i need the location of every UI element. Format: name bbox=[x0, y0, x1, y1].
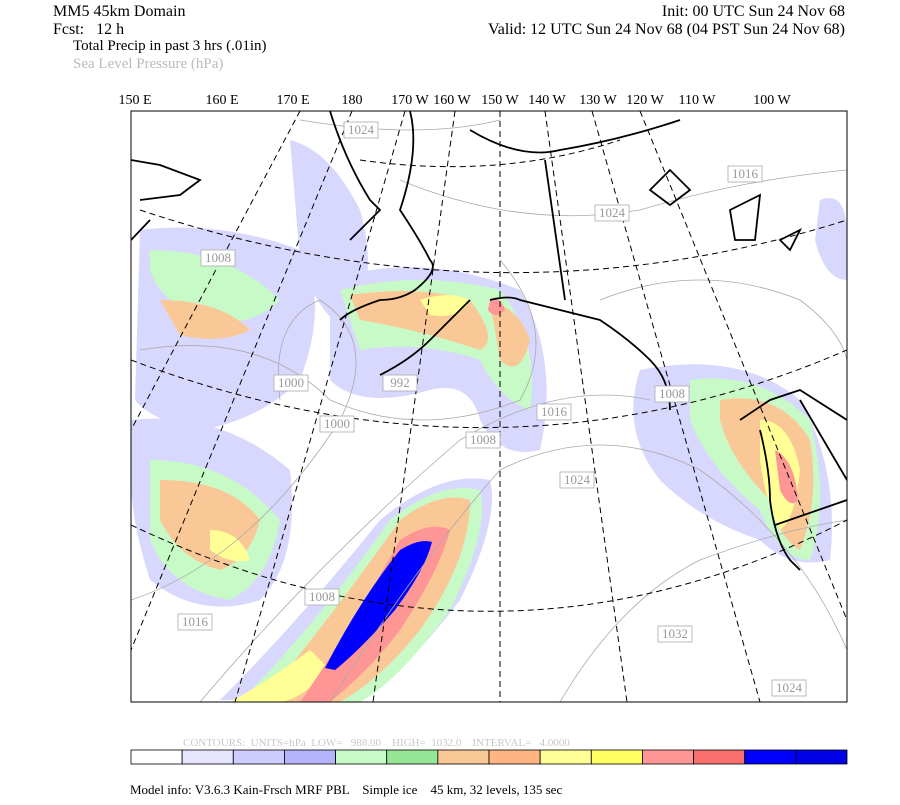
colorbar-swatch bbox=[488, 749, 541, 765]
contour-label: 1008 bbox=[205, 250, 231, 265]
contour-label: 1024 bbox=[564, 472, 591, 487]
contour-label-box bbox=[343, 121, 379, 139]
longitude-label: 100 W bbox=[753, 93, 791, 108]
contour-label: 1000 bbox=[324, 416, 350, 431]
contour-label: 1008 bbox=[309, 589, 335, 604]
longitude-label: 120 W bbox=[626, 93, 664, 108]
contour-label: 1016 bbox=[732, 166, 759, 181]
contour-label: 1024 bbox=[348, 122, 375, 137]
colorbar-swatch bbox=[590, 749, 643, 765]
field-label: Sea Level Pressure (hPa) bbox=[73, 56, 223, 72]
colorbar bbox=[130, 749, 848, 765]
footer: Model info: V3.6.3 Kain-Frsch MRF PBL Si… bbox=[130, 782, 562, 797]
colorbar-swatch bbox=[284, 749, 336, 765]
longitude-label: 170 E bbox=[276, 93, 309, 108]
contour-label: 1000 bbox=[278, 375, 304, 390]
precip-field bbox=[131, 140, 847, 702]
contour-info: CONTOURS: UNITS=hPa LOW= 988.00 HIGH= 10… bbox=[183, 737, 570, 749]
colorbar-swatch bbox=[744, 749, 797, 765]
contour-label-box bbox=[319, 415, 355, 433]
contour-label-box bbox=[727, 165, 763, 183]
longitude-label: 170 W bbox=[391, 93, 429, 108]
colorbar-swatch bbox=[335, 749, 388, 765]
contour-label: 1032 bbox=[662, 626, 688, 641]
map-frame bbox=[130, 110, 848, 703]
colorbar-swatch bbox=[539, 749, 592, 765]
field-label: Total Precip in past 3 hrs (.01in) bbox=[73, 38, 267, 54]
colorbar-swatch bbox=[232, 749, 285, 765]
contour-label-box bbox=[382, 374, 418, 392]
longitude-label: 110 W bbox=[679, 93, 717, 108]
map: 1024 1016 1024 1008 1000 1000 992 1016 1008 1008 1… bbox=[131, 111, 847, 702]
contour-label-box bbox=[771, 679, 807, 697]
contour-label-box bbox=[465, 431, 501, 449]
contour-label: 1008 bbox=[470, 432, 496, 447]
longitude-label: 130 W bbox=[579, 93, 617, 108]
contour-label-box bbox=[200, 249, 236, 267]
forecast: Fcst: 12 h bbox=[53, 21, 124, 38]
contour-label-box bbox=[536, 403, 572, 421]
contour-label: 1008 bbox=[659, 386, 685, 401]
colorbar-swatch bbox=[642, 749, 694, 765]
longitude-label: 150 W bbox=[481, 93, 519, 108]
colorbar-swatch bbox=[437, 749, 490, 765]
colorbar-swatch bbox=[386, 749, 439, 765]
colorbar-swatch bbox=[130, 749, 183, 765]
isobars bbox=[131, 119, 847, 702]
contour-label-box bbox=[657, 625, 693, 643]
contour-label-box bbox=[654, 385, 690, 403]
valid-time: Valid: 12 UTC Sun 24 Nov 68 (04 PST Sun … bbox=[488, 21, 845, 38]
title: MM5 45km Domain bbox=[53, 3, 185, 20]
longitude-label: 150 E bbox=[118, 93, 151, 108]
coastlines bbox=[131, 111, 847, 571]
longitude-label: 160 E bbox=[205, 93, 238, 108]
contour-label: 1016 bbox=[182, 614, 209, 629]
longitude-label: 180 bbox=[342, 93, 363, 108]
longitude-label: 160 W bbox=[433, 93, 471, 108]
contour-label: 1016 bbox=[541, 404, 568, 419]
contour-label-box bbox=[177, 613, 213, 631]
contour-label: 1024 bbox=[776, 680, 803, 695]
contour-labels: 1024 1016 1024 1008 1000 1000 992 1016 1008 1008 1… bbox=[177, 121, 807, 697]
longitude-labels: 150 E 160 E 170 E 180 170 W 160 W 150 W 140 W 13… bbox=[118, 93, 791, 108]
longitude-label: 140 W bbox=[528, 93, 566, 108]
contour-label: 1024 bbox=[599, 205, 626, 220]
colorbar-swatch bbox=[795, 749, 848, 765]
contour-label-box bbox=[559, 471, 595, 489]
contour-label-box bbox=[594, 204, 630, 222]
colorbar-swatch bbox=[693, 749, 746, 765]
contour-label: 992 bbox=[390, 375, 410, 390]
contour-label-box bbox=[273, 374, 309, 392]
contour-label-box bbox=[304, 588, 340, 606]
colorbar-swatch bbox=[181, 749, 234, 765]
init-time: Init: 00 UTC Sun 24 Nov 68 bbox=[662, 3, 845, 20]
